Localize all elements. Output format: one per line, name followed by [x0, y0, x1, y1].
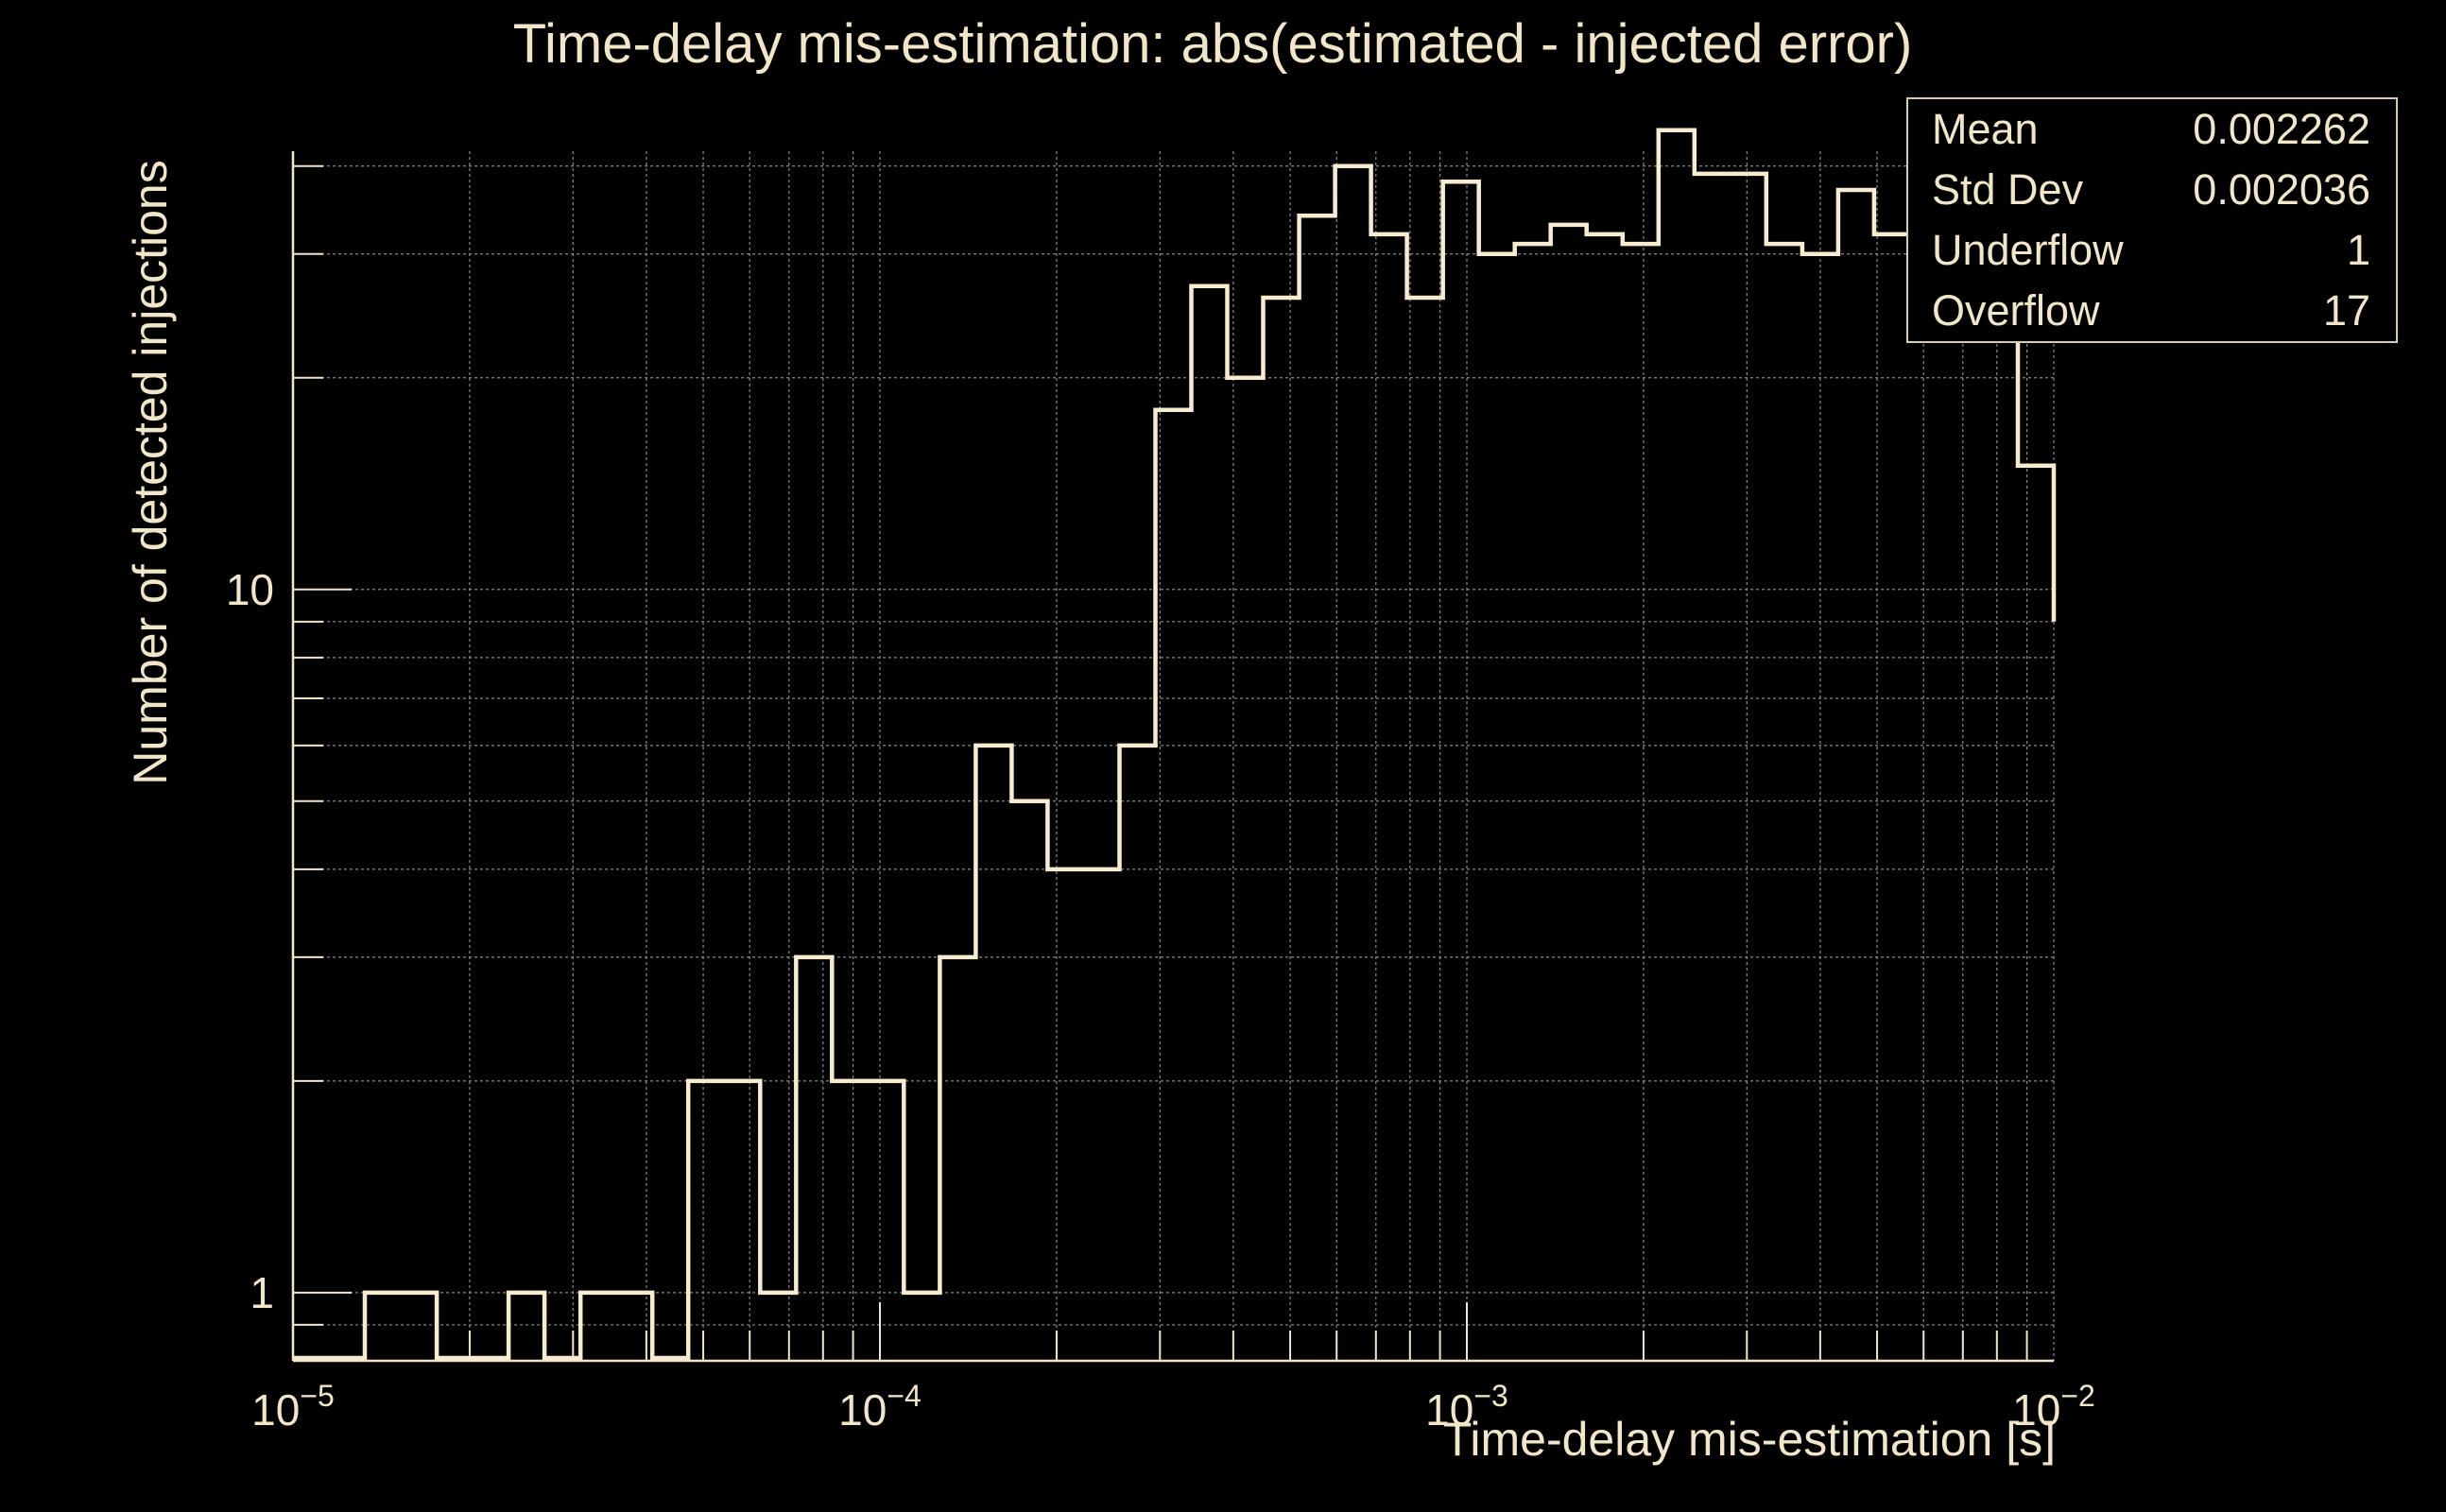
x-tick-label: 10−5	[251, 1379, 335, 1435]
histogram-line	[293, 128, 2057, 1361]
stats-box-frame	[1906, 97, 2398, 343]
x-tick-labels: 10−5 10−4 10−3 10−2	[251, 1379, 2095, 1435]
stats-value-mean: 0.002262	[2193, 105, 2370, 153]
x-axis-label: Time-delay mis-estimation [s]	[1443, 1413, 2056, 1466]
stats-box: Mean 0.002262 Std Dev 0.002036 Underflow…	[1906, 97, 2398, 343]
stats-label-mean: Mean	[1932, 105, 2039, 153]
x-tick-label: 10−2	[2012, 1379, 2095, 1435]
y-tick-label: 10	[226, 565, 274, 614]
x-tick-label: 10−4	[838, 1379, 922, 1435]
stats-value-overflow: 17	[2323, 286, 2370, 335]
stats-label-underflow: Underflow	[1932, 226, 2124, 274]
y-axis-label: Number of detected injections	[124, 160, 177, 784]
stats-label-stddev: Std Dev	[1932, 165, 2084, 214]
chart-title: Time-delay mis-estimation: abs(estimated…	[513, 13, 1913, 75]
y-tick-labels: 1 10	[226, 565, 274, 1317]
y-tick-label: 1	[250, 1268, 274, 1317]
stats-label-overflow: Overflow	[1932, 286, 2100, 335]
x-tick-label: 10−3	[1425, 1379, 1508, 1435]
stats-value-underflow: 1	[2347, 226, 2370, 274]
axes	[291, 151, 2054, 1363]
stats-value-stddev: 0.002036	[2193, 165, 2370, 214]
